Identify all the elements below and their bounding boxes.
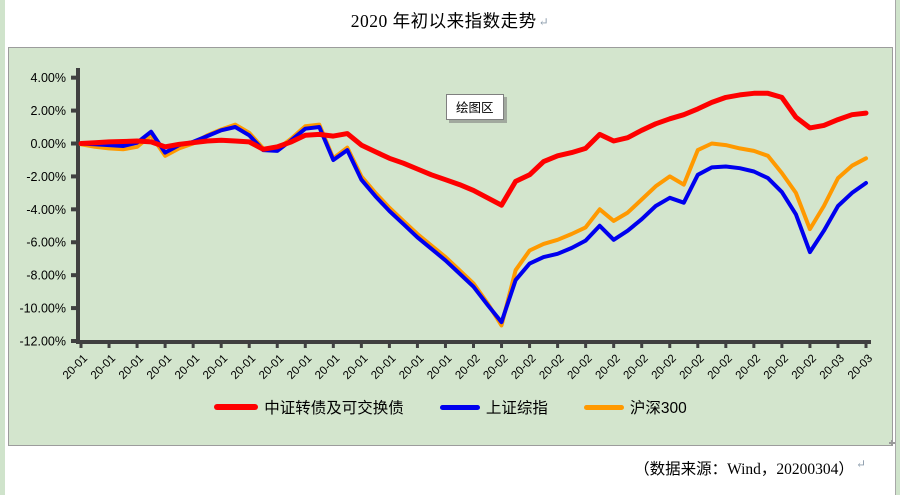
legend-label: 上证综指 (485, 400, 548, 417)
paragraph-mark: ↵ (538, 15, 550, 29)
chart-svg: 4.00% 2.00% 0.00% -2.00% -4.00% -6.00% -8.00% -… (19, 68, 875, 382)
chart-object[interactable]: 4.00% 2.00% 0.00% -2.00% -4.00% -6.00% -8.00% -… (8, 47, 893, 446)
x-axis-label: 20-02 (790, 353, 819, 382)
resize-handle (889, 440, 895, 446)
y-axis-label: -12.00% (19, 334, 66, 348)
x-axis-label: 20-03 (846, 353, 875, 382)
x-axis-label: 20-02 (565, 353, 594, 382)
page-edge-right (895, 0, 900, 495)
plot-area-tooltip: 绘图区 (446, 94, 504, 120)
x-axis-label: 20-02 (762, 353, 791, 382)
x-axis-label: 20-01 (257, 353, 286, 382)
y-axis-label: 2.00% (31, 104, 66, 118)
document-title-row: 2020 年初以来指数走势 ↵ (0, 8, 900, 33)
legend-item: 上证综指 (439, 396, 548, 418)
legend-label: 沪深300 (629, 400, 687, 417)
legend-line-swatch (583, 404, 624, 410)
x-axis-label: 20-01 (285, 353, 314, 382)
x-axis-label: 20-01 (341, 353, 370, 382)
y-axis-label: 0.00% (31, 137, 66, 151)
x-axis-label: 20-02 (706, 353, 735, 382)
x-axis-label: 20-01 (425, 353, 454, 382)
legend-item: 沪深300 (583, 396, 687, 418)
x-axis-label: 20-02 (734, 353, 763, 382)
page-title: 2020 年初以来指数走势 (350, 11, 537, 31)
x-axis-label: 20-02 (650, 353, 679, 382)
series-line-中证转债及可交换债 (78, 90, 869, 208)
source-note: （数据来源：Wind，20200304） (634, 461, 854, 478)
x-axis-label: 20-02 (453, 353, 482, 382)
x-axis-label: 20-01 (117, 353, 146, 382)
y-axis-label: -10.00% (19, 302, 66, 316)
paragraph-mark: ↵ (855, 457, 866, 471)
y-axis-label: -2.00% (26, 170, 66, 184)
x-axis-label: 20-02 (481, 353, 510, 382)
y-axis-label: -8.00% (26, 269, 66, 283)
x-axis-label: 20-01 (201, 353, 230, 382)
x-axis-label: 20-01 (229, 353, 258, 382)
y-axis-label: 4.00% (31, 71, 66, 85)
x-axis-label: 20-02 (537, 353, 566, 382)
x-axis-label: 20-02 (622, 353, 651, 382)
source-note-row: （数据来源：Wind，20200304） ↵ (0, 457, 900, 479)
x-axis-label: 20-01 (397, 353, 426, 382)
x-axis-label: 20-03 (818, 353, 847, 382)
x-axis-label: 20-01 (173, 353, 202, 382)
legend-item: 中证转债及可交换债 (214, 396, 404, 418)
x-axis-label: 20-02 (678, 353, 707, 382)
y-axis-label: -4.00% (26, 203, 66, 217)
x-axis-label: 20-01 (313, 353, 342, 382)
series-line-沪深300 (79, 122, 868, 328)
page-edge-left (0, 0, 5, 495)
legend-line-swatch (439, 404, 480, 410)
legend-line-swatch (214, 404, 259, 410)
x-axis-label: 20-01 (145, 353, 174, 382)
series-line-上证综指 (79, 125, 868, 325)
x-axis-label: 20-02 (509, 353, 538, 382)
chart-legend: 中证转债及可交换债 上证综指 沪深300 (9, 396, 892, 418)
legend-label: 中证转债及可交换债 (264, 400, 404, 417)
x-axis-label: 20-01 (369, 353, 398, 382)
x-axis-label: 20-01 (89, 353, 118, 382)
x-axis-label: 20-02 (594, 353, 623, 382)
y-axis-label: -6.00% (26, 236, 66, 250)
x-axis-label: 20-01 (61, 353, 90, 382)
